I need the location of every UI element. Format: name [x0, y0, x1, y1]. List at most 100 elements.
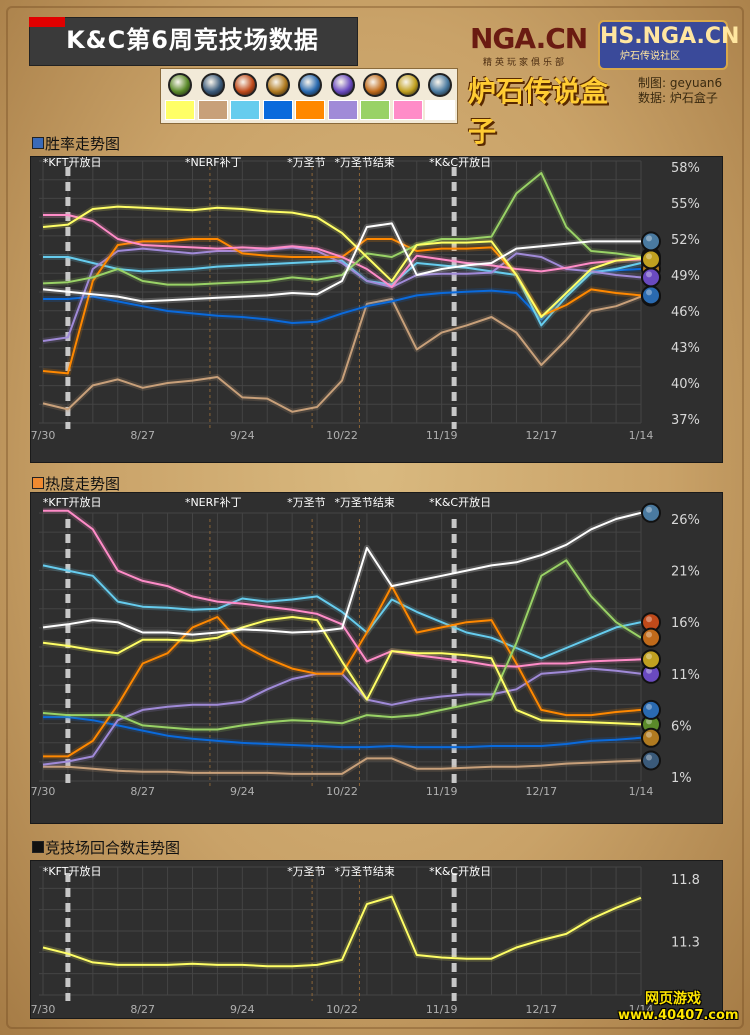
legend-swatch — [327, 100, 358, 120]
icon-highlight — [646, 653, 652, 660]
event-label: *KFT开放日 — [43, 157, 102, 169]
x-tick-label: 9/24 — [230, 1003, 255, 1016]
event-label: *万圣节 — [287, 496, 326, 509]
event-label: *K&C开放日 — [429, 157, 491, 169]
event-label: *万圣节 — [287, 865, 326, 878]
warrior-icon — [428, 73, 452, 97]
title-box — [29, 17, 358, 66]
y-tick-label: 40% — [671, 377, 700, 392]
priest-icon — [641, 699, 661, 720]
rogue-icon — [641, 267, 661, 288]
series-line — [43, 268, 642, 324]
warrior-icon — [641, 231, 661, 252]
series-line — [43, 214, 642, 288]
winrate-section-marker — [32, 137, 44, 149]
series-line — [42, 172, 642, 286]
parchment-border — [6, 6, 744, 1029]
turns-chart-panel: *KFT开放日 *万圣节 *万圣节结束 *K&C开放日 11.8 11.3 7/30 8/27… — [30, 860, 723, 1019]
x-tick-label: 12/17 — [525, 429, 557, 442]
site-badge-title: 网页游戏 — [645, 991, 701, 1007]
event-label: *K&C开放日 — [429, 864, 491, 878]
druid-icon — [168, 73, 192, 97]
icon-highlight — [646, 631, 652, 638]
page-title: K&C第6周竞技场数据 — [66, 26, 319, 54]
x-tick-label: 1/14 — [629, 1003, 654, 1016]
turns-section-title: 竞技场回合数走势图 — [45, 839, 181, 857]
x-tick-label: 1/14 — [629, 785, 654, 798]
x-tick-label: 8/27 — [130, 1003, 155, 1016]
icon-highlight — [646, 703, 652, 710]
legend-swatch — [425, 100, 455, 120]
event-label: *万圣节结束 — [334, 496, 395, 509]
winrate-chart: *KFT开放日 *NERF补丁 *万圣节 *万圣节结束 *K&C开放日 58% 55% 52%… — [31, 155, 700, 442]
series-line — [42, 222, 641, 303]
credit-maker: geyuan6 — [669, 76, 723, 90]
event-label: *KFT开放日 — [43, 495, 102, 509]
paladin-icon — [641, 727, 661, 748]
y-tick-label: 49% — [671, 269, 700, 284]
series-line — [42, 511, 642, 636]
icon-highlight — [646, 506, 652, 513]
series-line — [43, 256, 642, 327]
popularity-section-title: 热度走势图 — [45, 475, 121, 493]
warlock-icon — [641, 649, 661, 670]
title-accent — [29, 17, 65, 27]
icon-highlight — [646, 754, 652, 761]
credit-data-label: 数据: — [638, 91, 667, 105]
legend-swatch — [262, 100, 293, 120]
nga-logo-subtitle: 精英玩家俱乐部 — [483, 58, 568, 68]
rogue-icon — [330, 73, 355, 97]
y-tick-label: 52% — [671, 233, 700, 248]
popularity-section-marker — [32, 477, 44, 489]
series-line — [42, 205, 642, 318]
hearthstone-box-logo: 炉石传说盒子 — [468, 75, 609, 148]
x-tick-label: 11/19 — [426, 785, 458, 798]
icon-highlight — [646, 253, 652, 260]
legend-swatch — [165, 100, 195, 120]
y-tick-label: 6% — [671, 719, 692, 734]
x-tick-label: 12/17 — [525, 785, 557, 798]
turns-chart: *KFT开放日 *万圣节 *万圣节结束 *K&C开放日 11.8 11.3 7/30 8/27… — [31, 864, 700, 1016]
y-tick-label: 21% — [671, 565, 700, 580]
nga-logo: NGA.CN — [470, 22, 588, 55]
x-tick-label: 12/17 — [525, 1003, 557, 1016]
icon-highlight — [646, 289, 652, 296]
x-tick-label: 9/24 — [230, 785, 255, 798]
x-tick-label: 9/24 — [230, 429, 255, 442]
y-tick-label: 55% — [671, 197, 700, 212]
x-tick-label: 11/19 — [426, 429, 458, 442]
y-tick-label: 11.3 — [671, 935, 700, 950]
legend-swatch — [392, 100, 423, 120]
winrate-section-title: 胜率走势图 — [45, 135, 121, 153]
icon-highlight — [646, 235, 652, 242]
site-badge-url: www.40407.com — [618, 1008, 739, 1023]
shaman-icon — [363, 73, 387, 97]
y-tick-label: 43% — [671, 341, 700, 356]
warlock-icon — [395, 73, 420, 97]
x-tick-label: 8/27 — [130, 785, 155, 798]
event-label: *K&C开放日 — [429, 495, 491, 509]
hunter-icon — [200, 73, 225, 97]
series-line — [42, 895, 642, 968]
x-tick-label: 7/30 — [31, 1003, 55, 1016]
shaman-icon — [641, 627, 661, 648]
hs-nga-logo-subtitle: 炉石传说社区 — [620, 51, 680, 62]
y-tick-label: 58% — [671, 161, 700, 176]
event-label: *KFT开放日 — [43, 864, 102, 878]
series-line — [43, 716, 642, 749]
legend-swatch — [197, 100, 228, 120]
popularity-chart-panel: *KFT开放日 *NERF补丁 *万圣节 *万圣节结束 *K&C开放日 26% 21% 16%… — [30, 492, 723, 824]
x-tick-label: 10/22 — [326, 429, 358, 442]
warrior-icon — [641, 502, 661, 523]
series-line — [43, 509, 642, 668]
series-line — [42, 295, 642, 413]
series-line — [43, 585, 642, 758]
event-label: *万圣节结束 — [334, 157, 395, 169]
x-tick-label: 10/22 — [326, 1003, 358, 1016]
y-tick-label: 11.8 — [671, 873, 700, 888]
priest-icon — [641, 285, 661, 306]
credit-maker-label: 制图: — [638, 76, 667, 90]
icon-highlight — [646, 731, 652, 738]
y-tick-label: 11% — [671, 668, 700, 683]
x-tick-label: 11/19 — [426, 1003, 458, 1016]
